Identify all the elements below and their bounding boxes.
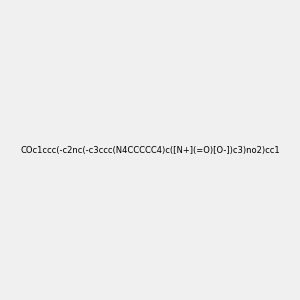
Text: COc1ccc(-c2nc(-c3ccc(N4CCCCC4)c([N+](=O)[O-])c3)no2)cc1: COc1ccc(-c2nc(-c3ccc(N4CCCCC4)c([N+](=O)… [20,146,280,154]
